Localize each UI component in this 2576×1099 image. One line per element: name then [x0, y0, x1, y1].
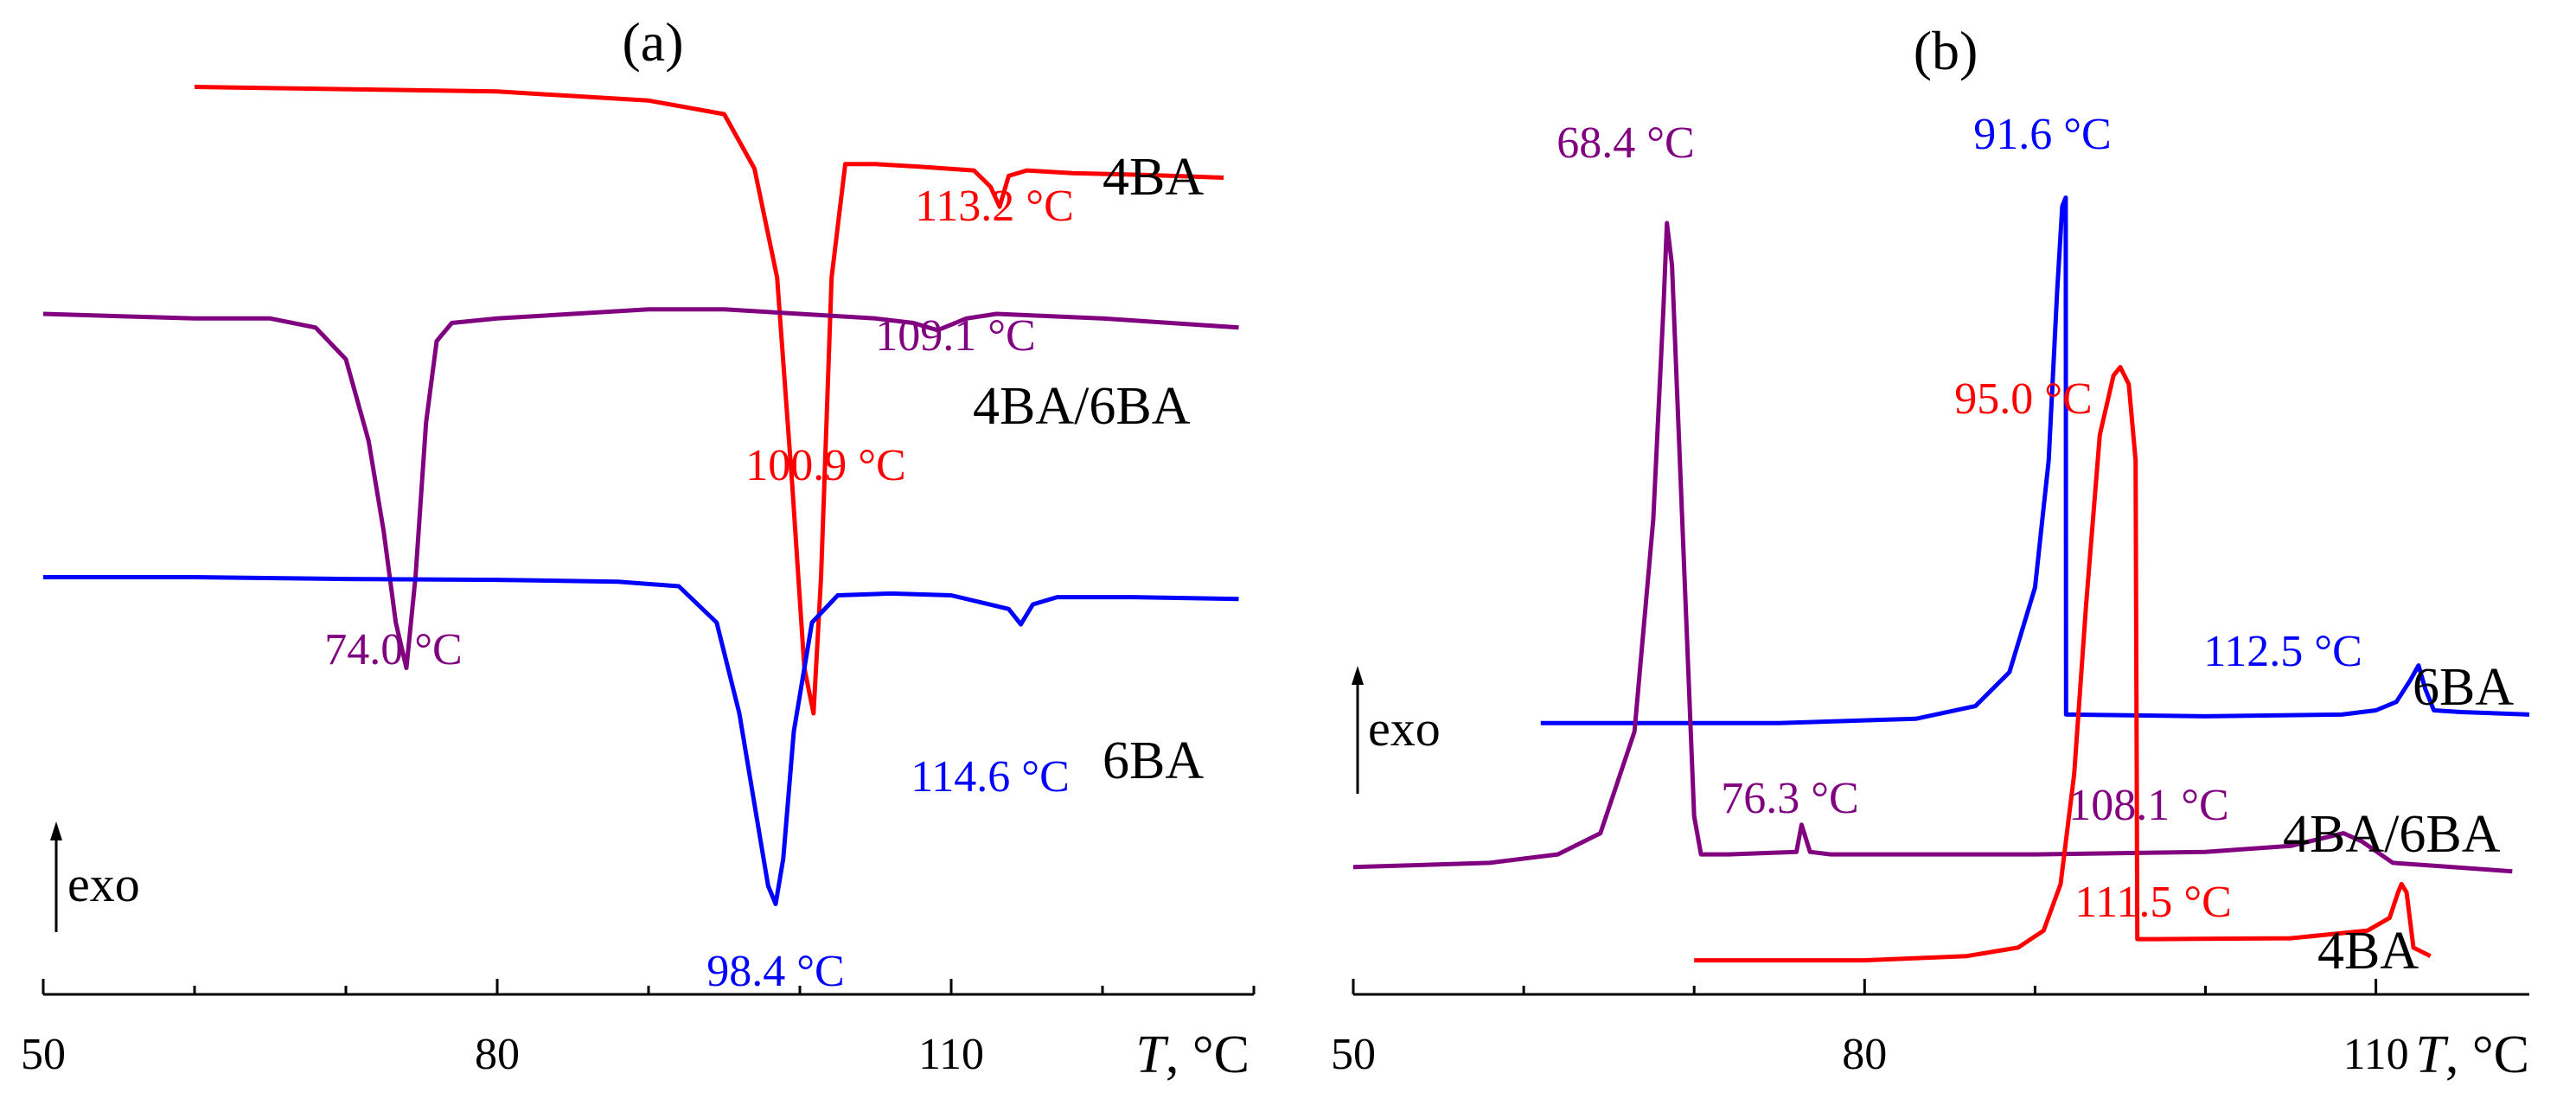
series-name-b-4ba: 4BA [2317, 922, 2419, 981]
series-name-a-6ba: 6BA [1103, 732, 1204, 790]
curve-a-6ba [43, 575, 1239, 906]
panel-a-xlabel-unit: , °C [1166, 1026, 1250, 1084]
panel-a-xlabel-symbol: T [1135, 1026, 1169, 1084]
peak-label-a-4ba-main: 100.9 °C [745, 441, 905, 490]
curve-b-6ba [1540, 195, 2530, 725]
panel-b-exo-label: exo [1368, 700, 1441, 757]
panel-a-ticks: 50 80 110 [21, 979, 1256, 1079]
series-name-b-4ba-6ba: 4BA/6BA [2283, 805, 2501, 864]
peak-label-b-4ba-main: 95.0 °C [1954, 374, 2092, 424]
panel-a-xlabel: T, °C [1135, 1026, 1250, 1084]
peak-label-b-4ba-minor: 111.5 °C [2074, 878, 2232, 927]
peak-label-b-6ba-main: 91.6 °C [1973, 110, 2111, 159]
curve-a-4ba-6ba [42, 307, 1239, 670]
panel-a-tick-label: 80 [475, 1030, 520, 1079]
panel-a-title: (a) [622, 11, 683, 73]
exo-arrow-head [50, 821, 62, 840]
peak-label-b-mix-main: 68.4 °C [1556, 118, 1694, 168]
panel-b-tick-label: 80 [1842, 1030, 1887, 1079]
curve-b-4ba [1694, 365, 2432, 963]
series-name-b-6ba: 6BA [2413, 658, 2514, 717]
panel-a-exo-indicator: exo [50, 821, 140, 932]
series-name-a-4ba: 4BA [1103, 148, 1204, 207]
panel-a: (a) 50 80 110 T, °C exo 4BA 4BA/6BA 6BA 10… [21, 11, 1256, 1084]
peak-label-a-4ba-minor: 113.2 °C [915, 182, 1074, 231]
peak-label-a-mix-main: 74.0 °C [324, 625, 462, 674]
curve-a-4ba [194, 85, 1224, 716]
panel-b-xlabel: T, °C [2415, 1026, 2529, 1084]
panel-b: (b) 50 80 110 T, °C exo 6BA 4BA/6BA 4BA 91… [1331, 20, 2530, 1084]
peak-label-a-mix-minor: 109.1 °C [875, 311, 1035, 361]
panel-a-exo-label: exo [67, 856, 140, 912]
peak-label-b-6ba-minor: 112.5 °C [2203, 627, 2362, 676]
exo-arrow-head [1352, 666, 1364, 685]
peak-label-b-mix-minor1: 76.3 °C [1721, 774, 1858, 823]
panel-b-xlabel-unit: , °C [2445, 1026, 2529, 1084]
panel-a-tick-label: 110 [918, 1030, 984, 1079]
panel-b-tick-label: 50 [1331, 1030, 1376, 1079]
panel-b-ticks: 50 80 110 [1331, 979, 2409, 1079]
panel-b-xlabel-symbol: T [2415, 1026, 2449, 1084]
panel-b-tick-label: 110 [2343, 1030, 2409, 1079]
curve-b-4ba-6ba [1352, 220, 2513, 874]
panel-b-title: (b) [1914, 20, 1978, 81]
panel-a-tick-label: 50 [21, 1030, 66, 1079]
peak-label-a-6ba-main: 98.4 °C [706, 947, 844, 996]
series-name-a-4ba-6ba: 4BA/6BA [973, 377, 1191, 436]
panel-b-exo-indicator: exo [1352, 666, 1441, 794]
peak-label-a-6ba-minor: 114.6 °C [911, 752, 1070, 802]
peak-label-b-mix-minor2: 108.1 °C [2068, 781, 2228, 830]
